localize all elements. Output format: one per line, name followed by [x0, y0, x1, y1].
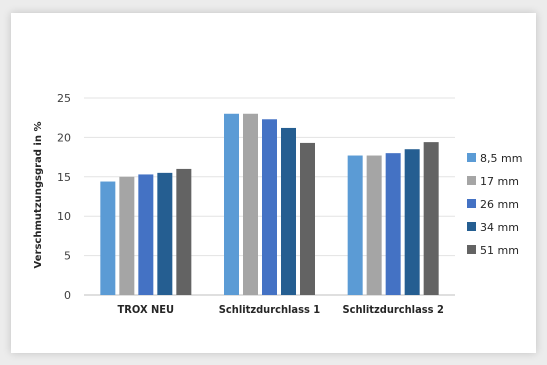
legend-label: 34 mm	[480, 221, 519, 234]
y-tick-label: 15	[57, 171, 71, 184]
bar	[385, 153, 401, 295]
bar	[100, 181, 116, 295]
bar	[347, 155, 363, 295]
legend-label: 8,5 mm	[480, 152, 522, 165]
legend: 8,5 mm 17 mm 26 mm 34 mm 51 mm	[467, 152, 522, 257]
category-label: Schlitzdurchlass 1	[219, 303, 321, 316]
legend-label: 26 mm	[480, 198, 519, 211]
y-tick-label: 0	[64, 289, 71, 302]
bars	[100, 113, 439, 295]
bar	[262, 119, 277, 295]
bar	[243, 113, 258, 295]
y-tick-label: 25	[57, 92, 71, 105]
bar	[224, 113, 239, 295]
legend-label: 17 mm	[480, 175, 519, 188]
y-tick-label: 20	[57, 131, 71, 144]
category-label: TROX NEU	[118, 303, 175, 316]
legend-swatch	[467, 176, 476, 185]
bar	[138, 174, 154, 295]
bar	[404, 149, 420, 295]
bar	[300, 142, 315, 295]
bar	[119, 176, 135, 295]
y-tick-label: 10	[57, 210, 71, 223]
bar	[366, 155, 382, 295]
legend-label: 51 mm	[480, 244, 519, 257]
y-tick-labels: 0 5 10 15 20 25	[57, 92, 71, 302]
legend-swatch	[467, 245, 476, 254]
category-label: Schlitzdurchlass 2	[342, 303, 444, 316]
bar	[157, 172, 173, 295]
bar	[281, 127, 296, 295]
legend-swatch	[467, 199, 476, 208]
y-axis-label: Verschmutzungsgrad in %	[33, 122, 44, 269]
legend-swatch	[467, 222, 476, 231]
category-labels: TROX NEU Schlitzdurchlass 1 Schlitzdurchla…	[118, 303, 444, 316]
bar	[423, 142, 439, 295]
bar	[176, 168, 192, 295]
y-tick-label: 5	[64, 250, 71, 263]
legend-swatch	[467, 153, 476, 162]
